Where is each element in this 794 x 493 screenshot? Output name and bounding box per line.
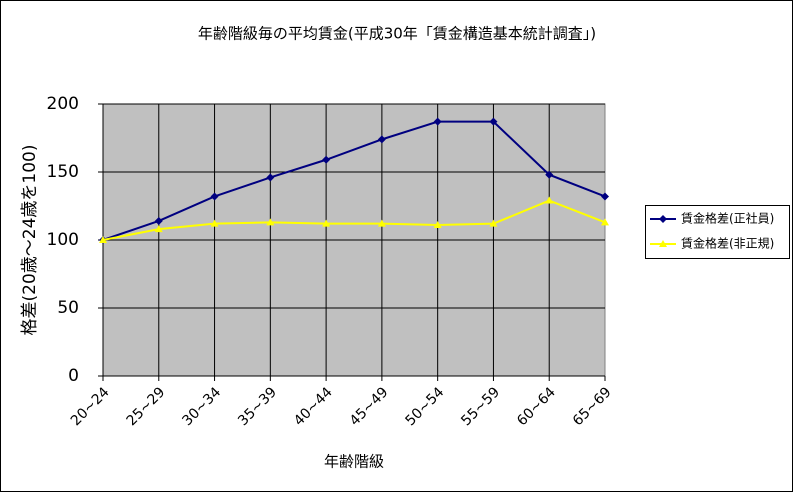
y-tick-label: 50: [57, 298, 79, 318]
point: [377, 219, 386, 227]
y-tick-label: 150: [47, 162, 79, 182]
point: [601, 192, 609, 201]
point: [601, 218, 609, 226]
point: [545, 170, 554, 179]
legend: [645, 205, 790, 259]
point: [210, 192, 219, 201]
chart-title: 年齢階級毎の平均賃金(平成30年「賃金構造基本統計調査」): [198, 25, 596, 43]
point: [545, 196, 554, 204]
point: [266, 173, 275, 182]
y-axis-title: 格差(20歳～24歳を100): [20, 145, 40, 336]
y-tick-label: 200: [47, 94, 79, 114]
point: [489, 117, 498, 126]
point: [322, 155, 331, 164]
point: [433, 117, 442, 126]
legend-label: 賃金格差(非正規): [681, 236, 774, 251]
point: [266, 218, 275, 226]
series-line: [102, 199, 606, 241]
point: [659, 240, 667, 247]
point: [99, 236, 107, 243]
point: [210, 219, 219, 227]
point: [377, 135, 386, 144]
point: [659, 215, 667, 223]
series-line: [102, 120, 606, 241]
y-tick-label: 100: [47, 230, 79, 250]
point: [154, 225, 163, 233]
y-tick-label: 0: [68, 366, 79, 386]
legend-label: 賃金格差(正社員): [681, 211, 774, 226]
point: [154, 216, 163, 225]
point: [322, 219, 331, 227]
point: [489, 219, 498, 227]
point: [433, 221, 442, 229]
x-axis-title: 年齢階級: [324, 453, 384, 471]
